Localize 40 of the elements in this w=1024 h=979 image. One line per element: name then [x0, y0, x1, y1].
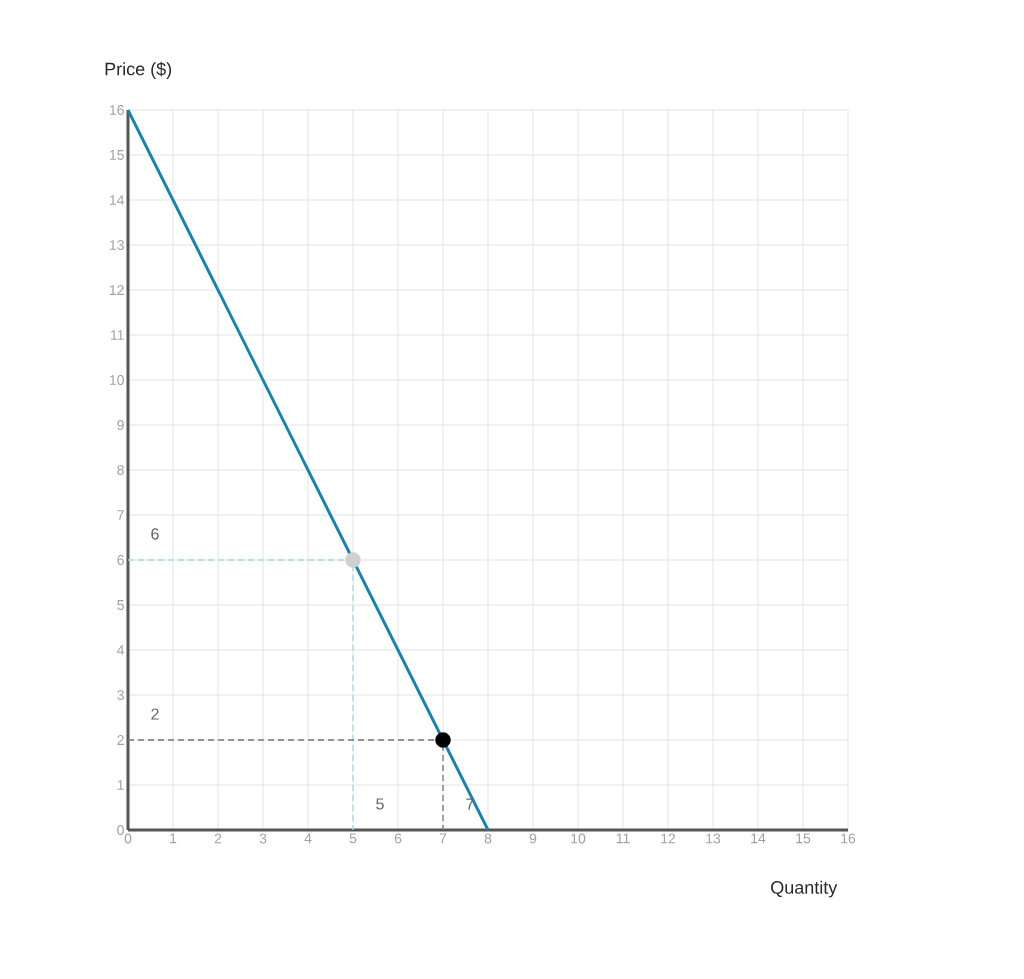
x-tick-label: 9: [529, 833, 537, 844]
annotation: 5: [376, 798, 384, 810]
x-tick-label: 2: [214, 833, 222, 844]
y-tick-label: 6: [117, 555, 124, 565]
x-tick-label: 0: [124, 833, 132, 844]
x-tick-label: 16: [841, 833, 856, 844]
y-tick-label: 3: [117, 690, 124, 700]
annotation: 6: [151, 528, 159, 540]
y-tick-label: 1: [117, 780, 124, 790]
x-tick-label: 3: [259, 833, 267, 844]
y-tick-label: 16: [109, 105, 124, 115]
x-tick-label: 1: [170, 833, 177, 844]
x-tick-label: 4: [304, 833, 312, 844]
x-tick-label: 15: [796, 833, 811, 844]
y-axis-title: Price ($): [105, 61, 172, 79]
x-tick-label: 10: [571, 833, 586, 844]
x-tick-label: 11: [616, 833, 630, 844]
x-tick-label: 14: [751, 833, 766, 844]
y-tick-label: 7: [117, 510, 124, 520]
x-tick-label: 8: [484, 833, 492, 844]
y-tick-label: 10: [109, 375, 124, 385]
y-tick-label: 8: [117, 465, 124, 475]
x-tick-label: 6: [394, 833, 402, 844]
x-tick-label: 13: [706, 833, 721, 844]
annotation: 7: [466, 798, 474, 810]
x-axis-title: Quantity: [771, 880, 838, 898]
y-tick-label: 14: [109, 195, 125, 205]
x-tick-label: 7: [439, 833, 447, 844]
x-tick-label: 5: [349, 833, 357, 844]
y-tick-label: 5: [117, 600, 124, 610]
annotation: 2: [151, 708, 159, 720]
y-tick-label: 13: [109, 240, 124, 250]
y-tick-label: 15: [109, 150, 124, 160]
y-tick-label: 0: [117, 825, 124, 835]
y-tick-label: 12: [109, 285, 124, 295]
y-tick-label: 11: [111, 330, 124, 340]
x-tick-label: 12: [661, 833, 676, 844]
y-tick-label: 2: [117, 735, 124, 745]
y-tick-label: 9: [117, 420, 124, 430]
y-tick-label: 4: [117, 645, 125, 655]
